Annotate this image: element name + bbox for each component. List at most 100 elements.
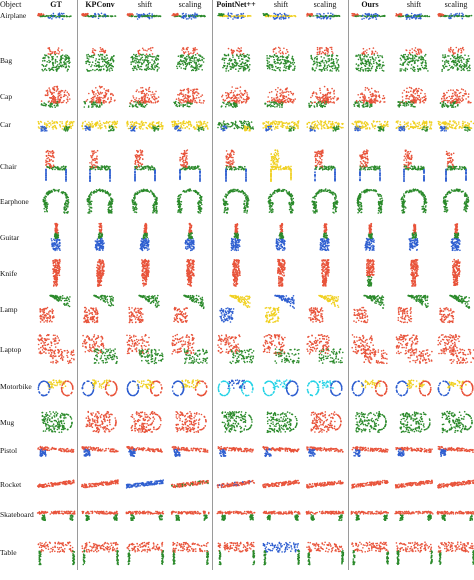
point [376,67,378,69]
point [354,14,356,16]
point [138,98,140,100]
point [65,101,68,104]
point [325,103,327,105]
point [456,89,458,91]
point [372,92,374,95]
point [443,15,446,17]
point [185,55,188,58]
point [190,18,193,20]
point [65,63,67,66]
point [239,63,242,66]
point [277,14,279,16]
point [470,14,473,17]
point [246,59,249,62]
point [319,105,322,108]
point [46,124,49,127]
point [239,67,242,70]
point [48,69,51,72]
point [192,60,194,62]
point [175,103,178,106]
point [271,68,274,71]
point [173,120,175,122]
point [243,129,246,131]
point [147,124,150,127]
point [452,66,455,69]
point [70,121,73,124]
point [351,12,353,15]
point [236,99,238,102]
point [463,93,466,95]
point [243,127,246,129]
point [88,126,91,129]
point [179,99,181,101]
point [207,128,209,130]
point [249,63,251,66]
point-cloud-airplane-col5 [259,11,303,21]
point [111,58,114,60]
point [85,54,88,56]
point [441,68,443,71]
point [467,66,470,68]
point [246,53,249,56]
point [425,67,428,70]
point [246,124,249,126]
point-cloud-svg [306,120,344,132]
point [43,128,46,130]
point [310,56,312,58]
point [316,48,319,51]
point [273,121,275,124]
point [99,91,102,94]
point [58,12,61,14]
point [55,65,58,68]
point [43,59,46,62]
point [400,69,402,72]
point [311,58,314,61]
point [371,50,373,52]
point [152,93,154,96]
point [174,101,176,104]
point [227,47,230,50]
point [66,121,68,123]
point [412,55,414,58]
point [55,121,57,123]
point [65,127,68,130]
point [464,54,466,56]
point [403,61,405,64]
point [395,13,398,15]
point [412,91,415,94]
point [357,65,359,67]
point [278,17,281,20]
point [319,49,321,51]
point [463,94,465,97]
column-header: shift [257,0,305,10]
point [116,122,118,124]
point [364,97,367,99]
point [447,69,449,71]
point [172,125,174,128]
point [177,120,180,122]
point [336,62,338,64]
point [241,58,243,61]
point [105,101,107,103]
point [130,129,133,132]
point [420,92,422,95]
point [110,100,112,102]
point [178,60,181,63]
point [202,102,204,104]
point [91,50,94,52]
point [223,127,225,130]
point-cloud-bag-col6 [303,45,347,75]
point [363,94,366,96]
point [238,65,241,67]
point [461,61,463,63]
point [175,125,177,128]
point [102,50,104,53]
point-cloud-svg [351,12,386,20]
point [458,92,461,94]
point [107,59,110,62]
point [154,99,156,101]
point [244,68,246,70]
point [285,66,287,68]
point [234,124,237,126]
point [461,94,464,97]
